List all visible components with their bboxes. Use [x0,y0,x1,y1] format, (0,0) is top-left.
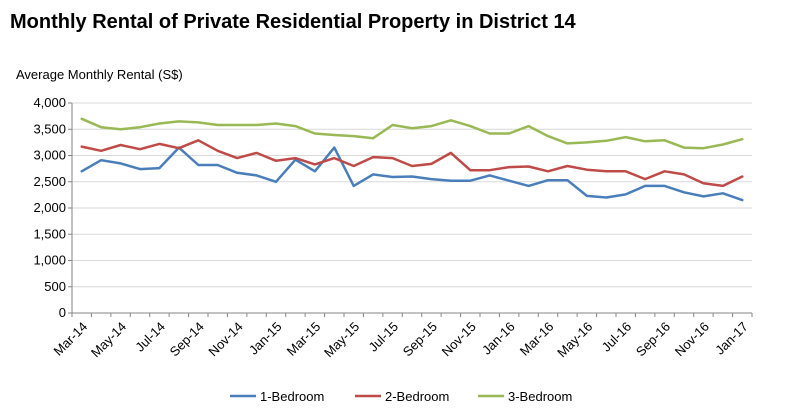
legend-label: 3-Bedroom [508,389,572,404]
legend-label: 2-Bedroom [385,389,449,404]
x-tick-label: May-14 [88,319,129,360]
series-line-3-bedroom [80,117,744,150]
y-tick-label: 0 [59,305,66,320]
axes [68,102,753,317]
x-tick-label: Jul-16 [599,319,635,355]
legend: 1-Bedroom 2-Bedroom 3-Bedroom [230,389,572,404]
x-tick-label: Mar-15 [284,319,324,359]
x-tick-label: Sep-16 [633,319,673,359]
y-tick-labels: 0 500 1,000 1,500 2,000 2,500 3,000 3,500 4,000 [33,95,66,320]
x-tick-label: Nov-16 [672,319,712,359]
y-tick-label: 2,000 [33,200,66,215]
x-tick-label: Jan-16 [479,319,518,358]
y-tick-label: 500 [44,279,66,294]
x-tick-label: May-16 [554,319,595,360]
y-tick-label: 3,000 [33,148,66,163]
series-line-2-bedroom [80,139,744,188]
x-tick-label: Sep-14 [167,319,207,359]
x-tick-label: Nov-15 [439,319,479,359]
y-tick-label: 2,500 [33,174,66,189]
gridlines [72,102,752,288]
x-tick-label: Jul-15 [365,319,401,355]
series-lines [80,117,744,202]
y-tick-label: 1,500 [33,226,66,241]
x-tick-label: Nov-14 [205,319,245,359]
series-line-1-bedroom [80,146,744,202]
x-tick-label: Mar-16 [517,319,557,359]
x-tick-label: Jul-14 [132,319,168,355]
y-tick-label: 3,500 [33,121,66,136]
x-tick-label: Jan-17 [712,319,751,358]
x-tick-label: Jan-15 [246,319,285,358]
x-tick-label: May-15 [321,319,362,360]
y-axis-label: Average Monthly Rental (S$) [16,67,183,82]
x-tick-label: Sep-15 [400,319,440,359]
x-tick-label: Mar-14 [51,319,91,359]
legend-label: 1-Bedroom [260,389,324,404]
y-tick-label: 4,000 [33,95,66,110]
y-tick-label: 1,000 [33,253,66,268]
chart-title: Monthly Rental of Private Residential Pr… [10,11,577,33]
